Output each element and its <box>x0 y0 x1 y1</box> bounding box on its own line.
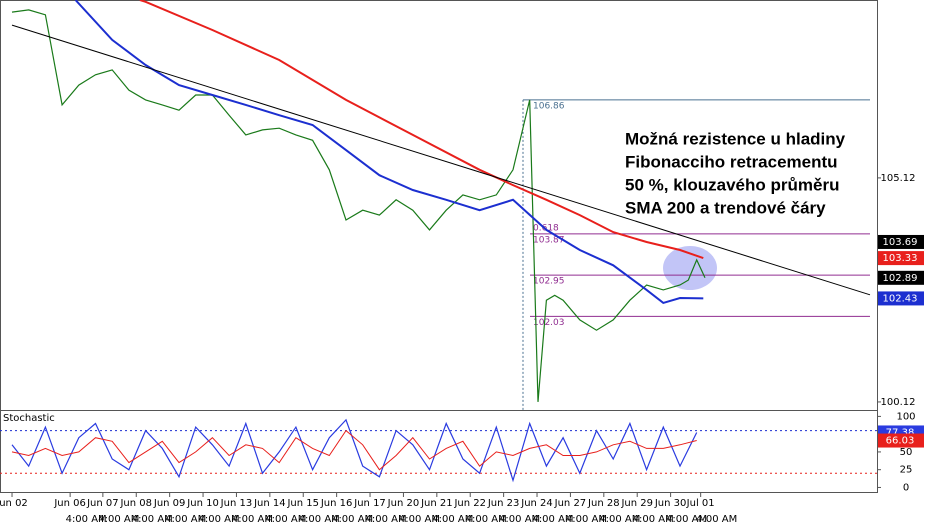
x-tick-label: Jun 27 <box>554 498 587 509</box>
last-value-tag: 77.38 <box>886 427 915 438</box>
x-time-label: 4:00 AM <box>633 514 674 525</box>
x-time-label: 4:00 AM <box>532 514 573 525</box>
series-line <box>11 24 871 296</box>
last-value-tag-box <box>878 291 924 306</box>
x-time-label: 4:00 AM <box>66 514 107 525</box>
x-time-label: 4:00 AM <box>466 514 507 525</box>
x-tick-label: Jun 08 <box>119 498 152 509</box>
x-tick-label: Jun 06 <box>53 498 86 509</box>
x-tick-label: Jun 13 <box>220 498 253 509</box>
x-tick-label: Jun 24 <box>520 498 553 509</box>
x-tick-label: Jun 30 <box>654 498 687 509</box>
x-time-label: 4:00 AM <box>98 514 139 525</box>
x-tick-label: Jun 07 <box>86 498 119 509</box>
last-value-tag: 103.33 <box>883 253 918 264</box>
last-value-tag-box <box>878 251 924 266</box>
x-tick-label: Jun 17 <box>353 498 386 509</box>
y-tick-label: 0 <box>903 482 909 493</box>
x-tick-label: Jun 22 <box>453 498 486 509</box>
last-value-tag: 102.43 <box>883 293 918 304</box>
y-tick-label: 25 <box>900 465 913 476</box>
price-tag-box <box>878 234 924 249</box>
annotation: SMA 200 a trendové čáry <box>625 198 826 217</box>
x-time-label: 4:00 AM <box>332 514 373 525</box>
x-tick-label: Jun 15 <box>286 498 319 509</box>
last-value-tag: 102.89 <box>883 273 918 284</box>
x-tick-label: Jun 21 <box>420 498 453 509</box>
x-time-label: 4:00 AM <box>432 514 473 525</box>
x-time-label: 4:00 AM <box>299 514 340 525</box>
x-tick-label: Jun 29 <box>620 498 653 509</box>
x-time-label: 4:00 AM <box>232 514 273 525</box>
x-time-label: 4:00 AM <box>599 514 640 525</box>
x-tick-label: Jun 09 <box>153 498 186 509</box>
x-tick-label: Jun 20 <box>387 498 420 509</box>
panel-title: Stochastic <box>3 413 55 424</box>
y-tick-label: 100 <box>896 411 915 422</box>
x-time-label: 4:00 AM <box>132 514 173 525</box>
series-line <box>74 0 704 305</box>
series-line <box>11 429 697 471</box>
x-time-label: 4:00 AM <box>265 514 306 525</box>
x-time-label: 4:00 AM <box>198 514 239 525</box>
fib-label: 106.86 <box>533 101 565 111</box>
x-tick-label: Jun 02 <box>0 498 28 509</box>
series-line <box>11 418 698 483</box>
x-tick-label: Jun 23 <box>487 498 520 509</box>
x-tick-label: Jun 16 <box>320 498 353 509</box>
x-time-label: 4:00 AM <box>666 514 707 525</box>
last-value-tag-box <box>878 433 924 448</box>
annotation: Možná rezistence u hladiny <box>625 129 846 148</box>
highlight-circle <box>663 246 717 290</box>
x-time-label: 4:00 AM <box>566 514 607 525</box>
x-time-label: 4:00 AM <box>399 514 440 525</box>
last-value-tag-box <box>878 270 924 285</box>
x-time-label: 4:00 AM <box>499 514 540 525</box>
last-value-tag: 66.03 <box>886 436 915 447</box>
y-tick-label: 50 <box>900 447 913 458</box>
x-time-label: 4:00 AM <box>365 514 406 525</box>
series-line <box>11 9 706 402</box>
x-tick-label: Jun 28 <box>587 498 620 509</box>
x-tick-label: Jun 10 <box>186 498 219 509</box>
x-tick-label: Jun 14 <box>253 498 286 509</box>
annotation: Fibonacciho retracementu <box>625 152 838 171</box>
fib-label: 103.87 <box>533 235 565 245</box>
price-tag: 103.69 <box>883 237 918 248</box>
x-tick-label: Jul 01 <box>686 498 715 509</box>
annotation: 50 %, klouzavého průměru <box>625 175 839 194</box>
x-time-label: 4:00 AM <box>696 514 737 525</box>
x-time-label: 4:00 AM <box>165 514 206 525</box>
fib-label: 102.95 <box>533 277 565 287</box>
y-tick-label: 105.12 <box>881 173 916 184</box>
fib-label: 102.03 <box>533 318 565 328</box>
y-tick-label: 100.12 <box>881 397 916 408</box>
